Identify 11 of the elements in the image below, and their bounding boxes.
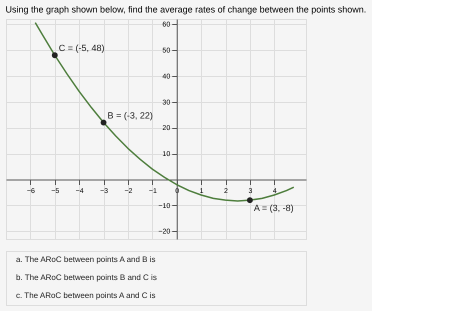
annotation: B = (-3, 22) [108,110,153,121]
line-series [34,22,295,202]
text: b. The ARoC between points B and C is [16,273,157,282]
text: c. The ARoC between points A and C is [16,291,156,300]
point [246,197,253,204]
text: a. The ARoC between points A and B is [16,255,156,264]
point [100,120,107,126]
annotation: A = (3, -8) [254,203,294,214]
chart-title: Using the graph shown below, find the average rates of change between the points shown. [6,4,366,14]
annotation: C = (-5, 48) [58,43,105,54]
point [52,52,58,58]
